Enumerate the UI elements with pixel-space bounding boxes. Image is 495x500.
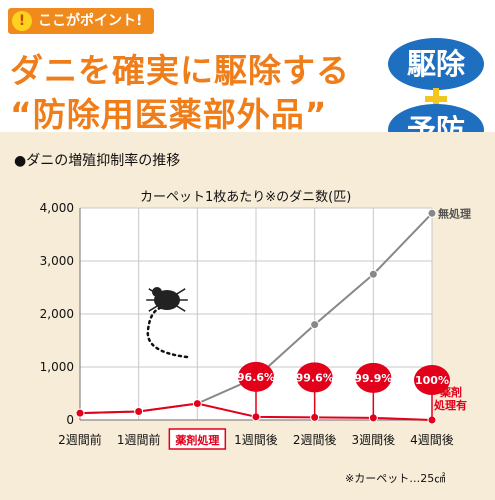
headline-line-1: ダニを確実に駆除する (10, 51, 350, 90)
series-point-0 (427, 208, 437, 218)
x-tick-label: 1週間後 (234, 433, 278, 447)
series-label: 無処理 (438, 206, 471, 220)
y-tick-label: 4,000 (40, 201, 74, 215)
x-tick-label: 2週間前 (58, 432, 102, 447)
callout-label: 96.6% (237, 371, 275, 384)
x-tick-highlight-box (168, 428, 227, 450)
footnote: ※カーペット…25㎠ (345, 472, 446, 485)
y-tick-label: 1,000 (40, 360, 74, 374)
series-point-1 (75, 408, 85, 418)
point-badge: ! ここがポイント! (8, 8, 155, 34)
section-subtitle: ●ダニの増殖抑制率の推移 (14, 153, 181, 169)
y-tick-label: 3,000 (40, 254, 74, 268)
x-tick-label: 1週間前 (117, 432, 161, 447)
y-tick-label: 0 (66, 413, 74, 427)
y-tick-label: 2,000 (40, 307, 74, 321)
header-area: ! ここがポイント! ダニを確実に駆除する “防除用医薬部外品” 駆除 予防 (0, 0, 495, 156)
series-point-0 (310, 320, 320, 330)
callout-bubble (238, 361, 274, 392)
mite-icon (146, 287, 189, 359)
callout-label: 99.9% (354, 372, 392, 385)
callout-bubble (355, 362, 392, 393)
callout-label: 100% (415, 374, 449, 387)
exclamation-icon: ! (12, 11, 32, 31)
series-point-1 (192, 399, 202, 409)
callout-bubble (414, 365, 450, 395)
chart-title: カーペット1枚あたり※のダニ数(匹) (140, 190, 352, 205)
plus-icon (425, 88, 447, 110)
series-point-1 (134, 407, 144, 417)
x-tick-label: 2週間後 (293, 433, 337, 447)
series-point-0 (368, 269, 378, 279)
x-tick-label: 薬剤処理 (175, 433, 219, 447)
x-tick-label: 3週間後 (352, 433, 396, 447)
callout-bubble (296, 362, 333, 393)
headline-line-2: “防除用医薬部外品” (10, 95, 328, 134)
callout-label: 99.6% (296, 371, 334, 384)
x-tick-label: 4週間後 (410, 433, 454, 447)
circle-badge-top: 駆除 (388, 38, 484, 90)
point-badge-label: ここがポイント! (38, 13, 143, 29)
